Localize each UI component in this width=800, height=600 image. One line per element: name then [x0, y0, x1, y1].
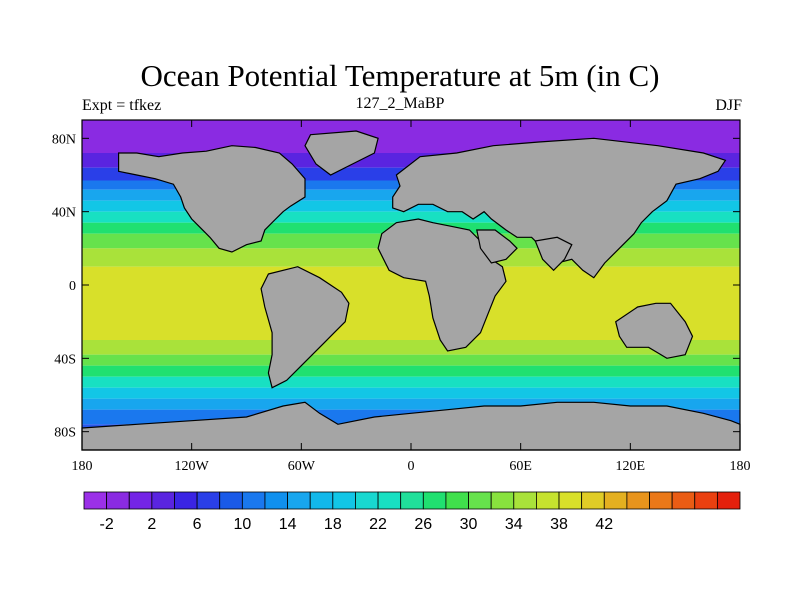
colorbar-swatch: [400, 491, 424, 510]
colorbar-swatch: [83, 491, 108, 510]
x-tick-label: 60E: [509, 459, 532, 474]
colorbar-label: 18: [324, 516, 342, 533]
colorbar-swatch: [490, 491, 515, 510]
land-africa: [377, 218, 507, 352]
colorbar-label: -2: [100, 516, 114, 533]
colorbar-swatch: [287, 491, 311, 510]
colorbar-swatch: [355, 491, 379, 510]
land-antarctica: [81, 401, 741, 451]
colorbar-swatch: [106, 491, 130, 510]
map-title: Ocean Potential Temperature at 5m (in C): [140, 58, 660, 93]
x-tick-label: 120W: [175, 459, 210, 474]
y-tick-label: 80S: [54, 426, 76, 441]
ocean-band-11: [82, 340, 740, 355]
ocean-band-6: [82, 211, 740, 223]
colorbar-swatch: [649, 491, 673, 510]
colorbar-swatch: [377, 491, 402, 510]
ocean-band-16: [82, 398, 740, 410]
experiment-label: Expt = tfkez: [82, 97, 162, 114]
colorbar-swatch: [422, 491, 447, 510]
colorbar-swatch: [241, 491, 266, 510]
colorbar-swatch: [536, 491, 560, 510]
ocean-band-12: [82, 354, 740, 366]
map-axes: 180 120W 60W 0 60E 120E 180 80N 40N 0 40S 80S: [52, 120, 751, 474]
colorbar-swatch: [716, 491, 741, 510]
y-tick-label: 40N: [52, 206, 76, 221]
colorbar-swatch: [671, 491, 696, 510]
colorbar-swatch: [468, 491, 492, 510]
colorbar-label: 26: [414, 516, 432, 533]
ocean-band-14: [82, 376, 740, 388]
land-eurasia: [392, 137, 727, 279]
colorbar-swatch: [128, 491, 153, 510]
colorbar-label: 34: [505, 516, 523, 533]
land-north-america: [117, 145, 306, 253]
x-tick-label: 60W: [288, 459, 316, 474]
land-india: [534, 236, 573, 272]
colorbar-swatch: [513, 491, 537, 510]
land-arabia: [476, 229, 518, 264]
land-greenland: [304, 130, 379, 176]
land-australia: [615, 302, 694, 359]
ocean-band-13: [82, 365, 740, 377]
y-tick-label: 40S: [54, 352, 76, 367]
y-tick-label: 80N: [52, 132, 76, 147]
colorbar-swatch: [626, 491, 650, 510]
colorbar-swatch: [151, 491, 175, 510]
colorbar-swatch: [264, 491, 288, 510]
age-label: 127_2_MaBP: [355, 95, 445, 112]
x-tick-label: 120E: [616, 459, 646, 474]
colorbar-label: 38: [550, 516, 568, 533]
colorbar-label: 30: [460, 516, 478, 533]
colorbar-label: 14: [279, 516, 297, 533]
colorbar-swatch: [581, 491, 605, 510]
x-tick-label: 0: [408, 459, 415, 474]
colorbar-label: 42: [595, 516, 613, 533]
colorbar-swatch: [174, 491, 198, 510]
colorbar-label: 22: [369, 516, 387, 533]
colorbar: -2 2 6 10 14 18 22 26 30 34 38 42: [83, 491, 741, 533]
y-tick-label: 0: [69, 279, 76, 294]
x-tick-label: 180: [730, 459, 751, 474]
x-tick-label: 180: [72, 459, 93, 474]
colorbar-label: 6: [193, 516, 202, 533]
colorbar-swatch: [603, 491, 628, 510]
ocean-band-15: [82, 387, 740, 399]
colorbar-swatch: [219, 491, 243, 510]
colorbar-label: 10: [233, 516, 251, 533]
colorbar-swatch: [332, 491, 356, 510]
colorbar-swatch: [196, 491, 221, 510]
season-label: DJF: [715, 97, 742, 114]
map-plot-area: [81, 119, 741, 451]
colorbar-swatch: [694, 491, 718, 510]
colorbar-swatch: [445, 491, 469, 510]
colorbar-swatch: [309, 491, 334, 510]
colorbar-label: 2: [147, 516, 156, 533]
land-south-america: [260, 266, 350, 389]
colorbar-swatch: [558, 491, 583, 510]
